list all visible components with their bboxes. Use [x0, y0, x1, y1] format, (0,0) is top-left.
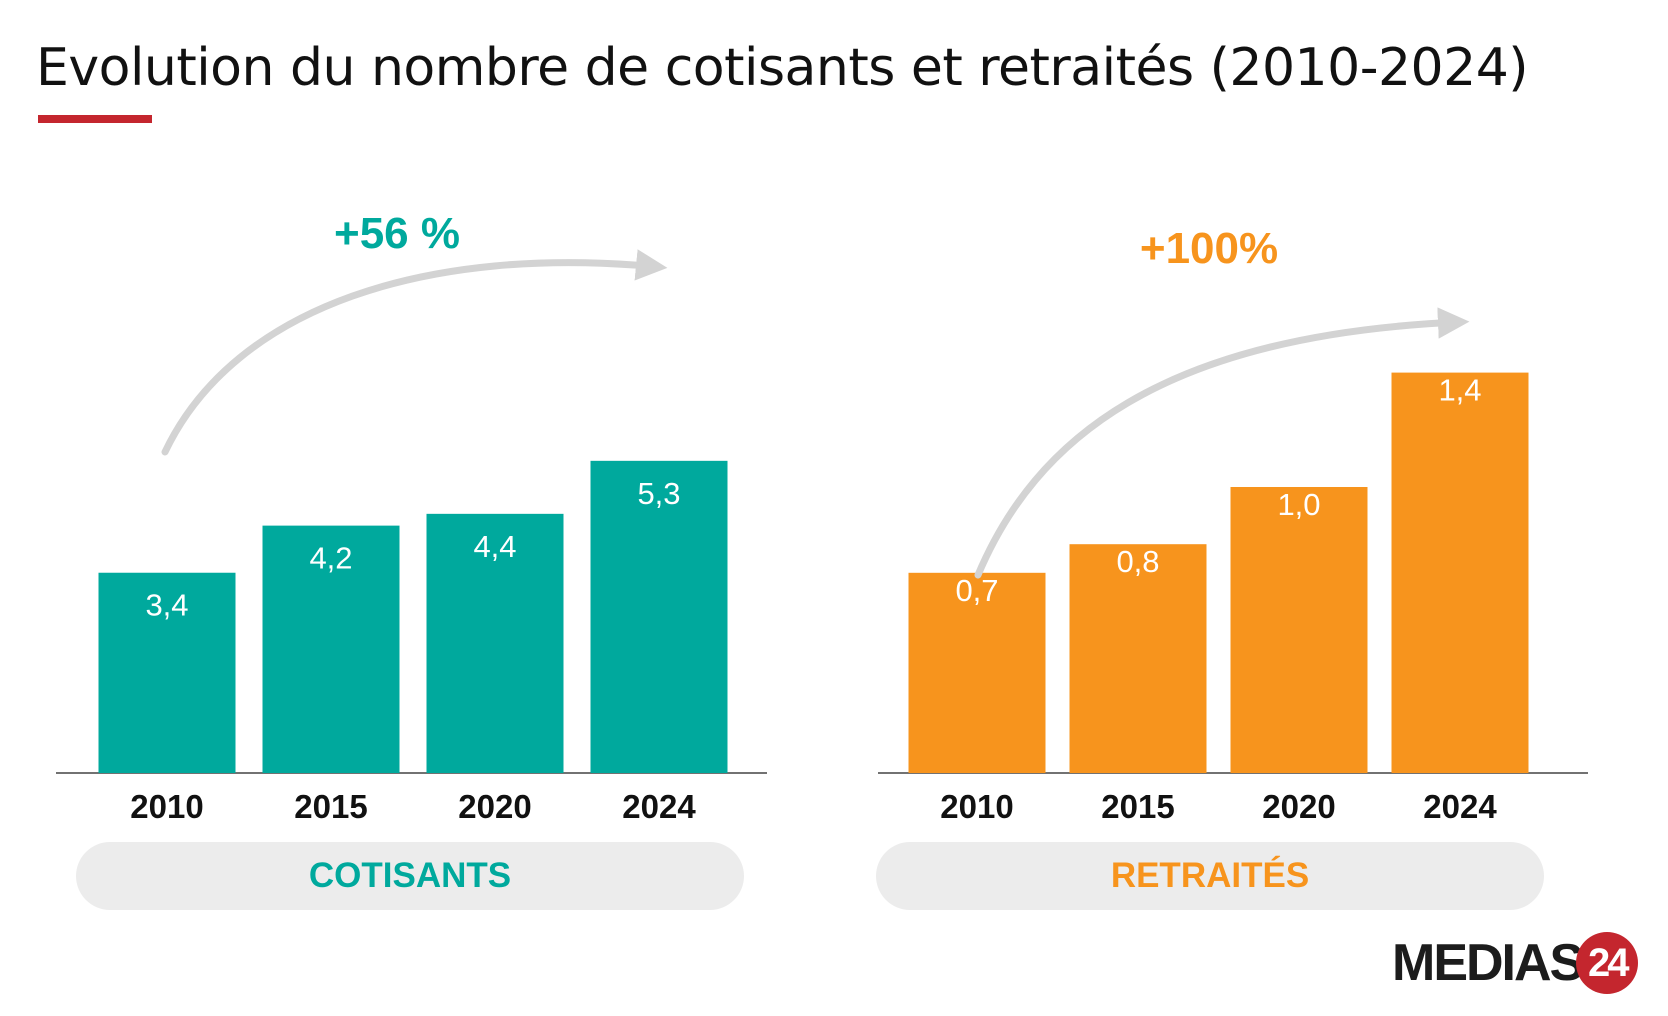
- cotisants-bar-2015: [262, 525, 400, 773]
- cotisants-bar-2024: [590, 460, 728, 773]
- title-underline: [38, 115, 152, 123]
- retraites-bar-2010: [908, 572, 1046, 773]
- retraites-value-label-2024: 1,4: [1438, 373, 1481, 408]
- retraites-growth-arrow: [974, 307, 1470, 579]
- cotisants-value-label-2010: 3,4: [145, 588, 188, 623]
- retraites-value-label-2010: 0,7: [955, 573, 998, 608]
- retraites-value-label-2020: 1,0: [1277, 487, 1320, 522]
- cotisants-x-tick-2020: 2020: [458, 788, 531, 825]
- cotisants-bar-2010: [98, 572, 236, 773]
- retraites-label-pill: RETRAITÉS: [876, 842, 1544, 910]
- logo-text: MEDIAS: [1392, 934, 1584, 992]
- retraites-x-tick-2015: 2015: [1101, 788, 1174, 825]
- cotisants-chart: 3,4 2010 4,2 2015 4,4 2020 5,3 2024 +56 %: [56, 209, 767, 825]
- cotisants-label-pill: COTISANTS: [76, 842, 744, 910]
- retraites-x-tick-2010: 2010: [940, 788, 1013, 825]
- page-title: Evolution du nombre de cotisants et retr…: [36, 38, 1529, 98]
- cotisants-x-tick-2024: 2024: [622, 788, 696, 825]
- retraites-x-tick-2024: 2024: [1423, 788, 1497, 825]
- medias24-logo: MEDIAS 24: [1392, 928, 1639, 998]
- retraites-growth-label: +100%: [1140, 224, 1278, 273]
- retraites-label: RETRAITÉS: [1110, 856, 1310, 895]
- cotisants-growth-label: +56 %: [334, 209, 460, 258]
- retraites-value-label-2015: 0,8: [1116, 544, 1159, 579]
- retraites-x-tick-2020: 2020: [1262, 788, 1335, 825]
- retraites-bar-2024: [1391, 372, 1529, 773]
- logo-badge: 24: [1576, 932, 1639, 994]
- cotisants-x-tick-2015: 2015: [294, 788, 367, 825]
- cotisants-value-label-2015: 4,2: [309, 541, 352, 576]
- cotisants-bar-2020: [426, 513, 564, 773]
- cotisants-growth-arrow: [161, 249, 668, 456]
- retraites-bar-2020: [1230, 487, 1368, 773]
- cotisants-label: COTISANTS: [308, 856, 512, 895]
- cotisants-value-label-2024: 5,3: [637, 476, 680, 511]
- retraites-bar-2015: [1069, 544, 1207, 773]
- cotisants-x-tick-2010: 2010: [130, 788, 203, 825]
- cotisants-value-label-2020: 4,4: [473, 529, 516, 564]
- retraites-chart: 0,7 2010 0,8 2015 1,0 2020 1,4 2024 +100%: [878, 224, 1588, 825]
